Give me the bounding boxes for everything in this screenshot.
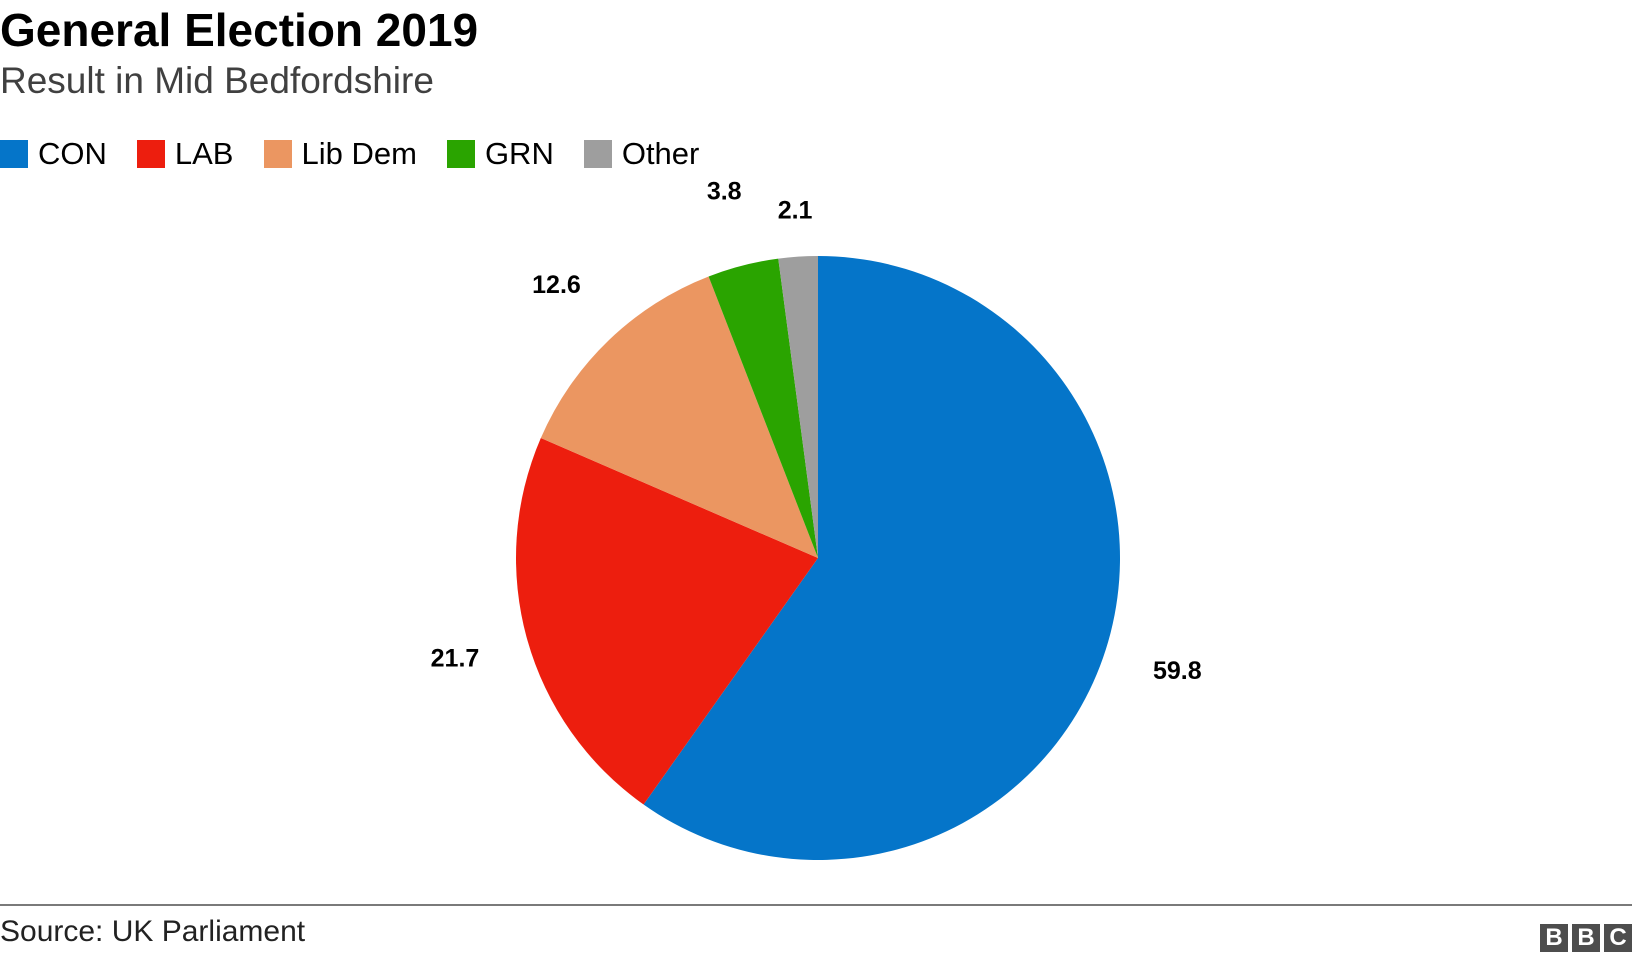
chart-subtitle: Result in Mid Bedfordshire: [0, 60, 434, 101]
legend-item-lib-dem: Lib Dem: [263, 136, 417, 172]
legend-item-con: CON: [0, 136, 107, 172]
footer-divider: [0, 904, 1632, 906]
bbc-logo-letter-b2: B: [1572, 924, 1600, 952]
slice-label-con: 59.8: [1153, 657, 1202, 685]
bbc-logo: B B C: [1536, 924, 1632, 952]
legend-label-lab: LAB: [174, 136, 234, 171]
bbc-logo-letter-c: C: [1604, 924, 1632, 952]
legend-swatch-other: [583, 140, 612, 168]
legend-label-grn: GRN: [484, 136, 554, 171]
legend-swatch-lib-dem: [263, 140, 292, 168]
pie-slice-con: [643, 256, 1121, 860]
bbc-logo-letter-b1: B: [1540, 924, 1568, 952]
slice-label-lab: 21.7: [431, 644, 480, 672]
slice-label-other: 2.1: [778, 196, 813, 224]
legend-swatch-con: [0, 140, 28, 168]
pie-slices: [516, 256, 1121, 860]
legend-swatch-lab: [136, 140, 165, 168]
legend-item-other: Other: [583, 136, 700, 172]
slice-label-grn: 3.8: [707, 177, 742, 205]
source-note: Source: UK Parliament: [0, 915, 306, 948]
pie-slice-lab: [516, 438, 818, 805]
chart-legend: CON LAB Lib Dem GRN Other: [0, 136, 729, 172]
pie-slice-lib-dem: [540, 276, 818, 558]
legend-swatch-grn: [446, 140, 475, 168]
pie-slice-other: [778, 256, 818, 558]
legend-label-other: Other: [621, 136, 700, 171]
pie-chart: 59.8 21.7 12.6 3.8 2.1: [431, 177, 1202, 860]
legend-item-lab: LAB: [136, 136, 234, 172]
legend-label-lib-dem: Lib Dem: [301, 136, 417, 171]
slice-label-lib-dem: 12.6: [532, 271, 581, 299]
legend-label-con: CON: [38, 136, 107, 171]
chart-title: General Election 2019: [0, 4, 479, 56]
pie-slice-grn: [708, 258, 818, 558]
pie-labels: 59.8 21.7 12.6 3.8 2.1: [431, 177, 1202, 684]
legend-item-grn: GRN: [446, 136, 554, 172]
